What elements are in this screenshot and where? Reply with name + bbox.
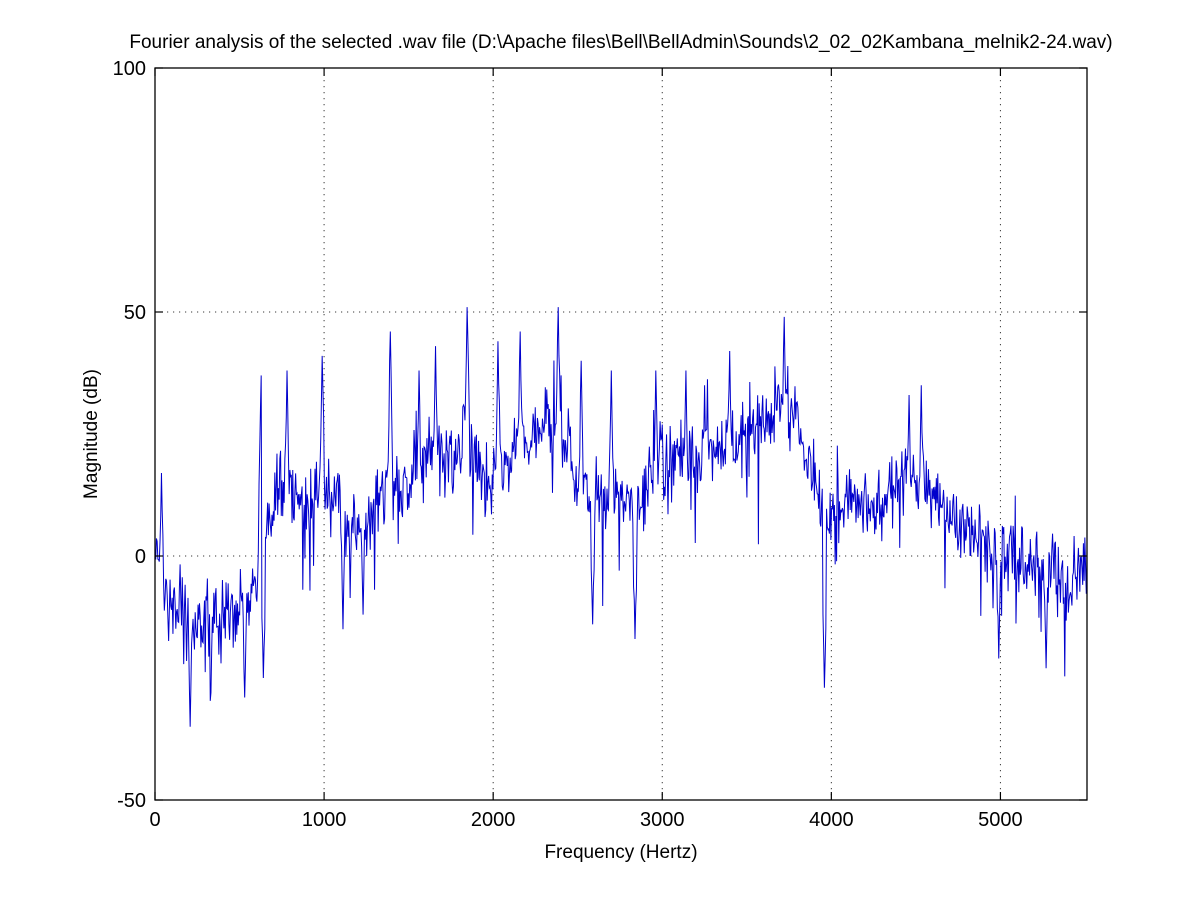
spectrum-trace-group (154, 307, 1088, 727)
y-tick-label: -50 (117, 790, 146, 812)
spectrum-trace (154, 307, 1088, 727)
x-tick-labels: 0 1000 2000 3000 4000 5000 (149, 809, 1022, 831)
y-axis-label: Magnitude (dB) (81, 369, 102, 499)
x-tick-label: 4000 (809, 809, 854, 831)
y-tick-labels: -50 0 50 100 (113, 58, 146, 812)
plot-title: Fourier analysis of the selected .wav fi… (129, 32, 1112, 53)
x-tick-label: 2000 (471, 809, 516, 831)
x-axis-label: Frequency (Hertz) (544, 842, 697, 863)
y-tick-label: 100 (113, 58, 146, 80)
x-tick-label: 0 (149, 809, 160, 831)
x-tick-label: 5000 (978, 809, 1023, 831)
axis-tick-marks (154, 67, 1087, 801)
grid-lines (155, 68, 1087, 800)
plot-box (154, 67, 1088, 801)
x-tick-label: 1000 (302, 809, 347, 831)
y-tick-label: 0 (135, 546, 146, 568)
y-tick-label: 50 (124, 302, 146, 324)
x-tick-label: 3000 (640, 809, 685, 831)
